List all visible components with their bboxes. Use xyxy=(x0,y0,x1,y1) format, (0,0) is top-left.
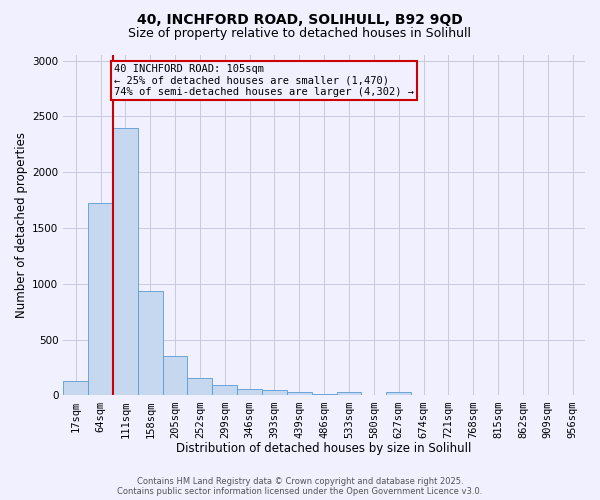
Bar xyxy=(88,204,113,396)
Bar xyxy=(138,290,163,396)
X-axis label: Distribution of detached houses by size in Solihull: Distribution of detached houses by size … xyxy=(176,442,472,455)
Bar xyxy=(212,386,237,396)
Text: 40, INCHFORD ROAD, SOLIHULL, B92 9QD: 40, INCHFORD ROAD, SOLIHULL, B92 9QD xyxy=(137,12,463,26)
Bar xyxy=(262,390,287,396)
Bar xyxy=(337,392,361,396)
Bar xyxy=(312,394,337,396)
Bar xyxy=(63,381,88,396)
Text: Contains HM Land Registry data © Crown copyright and database right 2025.
Contai: Contains HM Land Registry data © Crown c… xyxy=(118,476,482,496)
Bar xyxy=(361,395,386,396)
Bar xyxy=(237,390,262,396)
Bar xyxy=(163,356,187,396)
Bar xyxy=(386,392,411,396)
Text: 40 INCHFORD ROAD: 105sqm
← 25% of detached houses are smaller (1,470)
74% of sem: 40 INCHFORD ROAD: 105sqm ← 25% of detach… xyxy=(114,64,414,97)
Bar xyxy=(287,392,312,396)
Bar xyxy=(187,378,212,396)
Bar xyxy=(113,128,138,396)
Y-axis label: Number of detached properties: Number of detached properties xyxy=(15,132,28,318)
Text: Size of property relative to detached houses in Solihull: Size of property relative to detached ho… xyxy=(128,28,472,40)
